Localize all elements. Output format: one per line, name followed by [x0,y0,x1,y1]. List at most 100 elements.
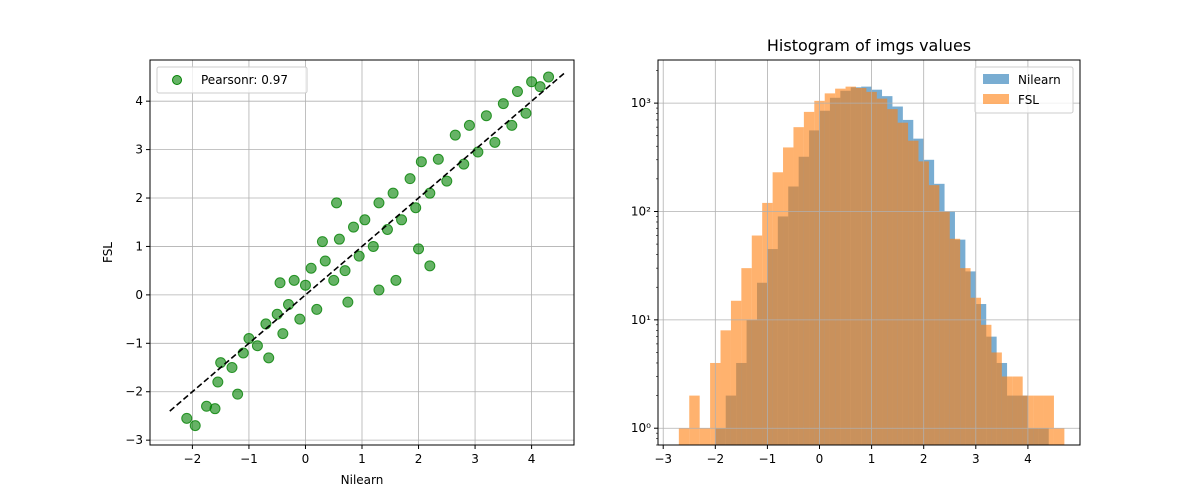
scatter-point [243,332,255,344]
histogram-bar [678,428,690,445]
scatter-point [237,347,249,359]
histogram-x-tick-label: 1 [868,452,876,466]
scatter-point [251,340,263,352]
scatter-point [342,296,354,308]
scatter-y-tick-label: 1 [135,239,143,253]
scatter-point [294,313,306,325]
histogram-x-tick-label: −2 [706,452,724,466]
histogram-legend-label-nilearn: Nilearn [1018,73,1061,87]
scatter-point [497,98,509,110]
histogram-bar [887,109,898,445]
scatter-point [381,223,393,235]
histogram-legend-patch-fsl [983,94,1009,104]
histogram-bar [981,324,992,445]
scatter-point [424,260,436,272]
histogram-bar [730,300,742,445]
scatter-point [543,71,555,83]
scatter-y-axis-label: FSL [101,242,115,263]
histogram-bar [928,185,940,446]
histogram-y-tick-label: 10⁰ [631,421,651,435]
histogram-bar [949,238,961,445]
scatter-point [212,376,224,388]
scatter-point [387,187,399,199]
scatter-point [311,303,323,315]
scatter-point [390,274,402,286]
histogram-y-tick-label: 10¹ [631,313,651,327]
histogram-bar [1012,376,1023,445]
histogram-bar [689,395,700,445]
histogram-bar [803,111,815,446]
scatter-x-tick-label: −1 [240,452,258,466]
scatter-points [181,71,555,432]
scatter-point [271,308,283,320]
scatter-x-tick-label: 1 [358,452,366,466]
scatter-point [226,362,238,374]
scatter-point [359,214,371,226]
scatter-point [353,250,365,262]
scatter-point [534,81,546,93]
scatter-point [283,299,295,311]
scatter-point [404,173,416,185]
scatter-point [458,158,470,170]
histogram-bar [845,86,856,445]
scatter-point [288,274,300,286]
scatter-x-ticks: −2 −1 0 1 2 3 4 [184,445,536,466]
scatter-point [441,175,453,187]
scatter-point [209,403,221,415]
scatter-point [181,412,193,424]
scatter-point [413,243,425,255]
scatter-point [373,197,385,209]
histogram-bar [751,235,763,445]
scatter-point [463,119,475,131]
scatter-point [511,85,523,97]
scatter-legend: Pearsonr: 0.97 [156,66,308,94]
histogram-x-tick-label: 3 [972,452,980,466]
histogram-y-tick-label: 10² [631,204,651,218]
scatter-x-tick-label: 4 [528,452,536,466]
scatter-point [274,277,286,289]
histogram-bar [699,428,711,445]
scatter-legend-label: Pearsonr: 0.97 [201,73,288,87]
scatter-point [489,136,501,148]
scatter-grid [150,60,574,445]
scatter-point [328,274,340,286]
scatter-point [189,420,201,432]
histogram-x-tick-label: 2 [920,452,928,466]
histogram-legend-patch-nilearn [983,74,1009,84]
histogram-bar [960,268,971,445]
scatter-point [410,202,422,214]
scatter-legend-marker [172,75,182,85]
scatter-point [277,328,289,340]
histogram-x-ticks: −3 −2 −1 0 1 2 3 4 [654,445,1032,466]
histogram-y-ticks: 10⁰ 10¹ 10² 10³ [631,70,658,446]
histogram-title: Histogram of imgs values [767,36,971,55]
scatter-point [348,221,360,233]
scatter-point [263,352,275,364]
histogram-bar [1043,395,1054,445]
scatter-point [415,156,427,168]
scatter-y-tick-label: −1 [125,336,143,350]
histogram-bar [783,147,794,445]
scatter-point [373,284,385,296]
scatter-point [339,265,351,277]
scatter-y-tick-label: −3 [125,433,143,447]
scatter-y-tick-label: 3 [135,143,143,157]
histogram-x-tick-label: −3 [654,452,672,466]
scatter-point [333,233,345,245]
histogram-bar [939,211,950,445]
scatter-point [305,262,317,274]
scatter-y-tick-label: 4 [135,94,143,108]
histogram-axes-frame [657,59,1081,446]
histogram-panel: Histogram of imgs values −3 −2 −1 0 1 2 3 4 10⁰… [631,36,1081,466]
histogram-bar [991,352,1002,445]
scatter-point [260,318,272,330]
scatter-x-tick-label: −2 [184,452,202,466]
scatter-x-tick-label: 2 [415,452,423,466]
histogram-bar [824,93,836,445]
histogram-bar [1001,376,1013,445]
histogram-bar [1033,395,1044,445]
scatter-x-tick-label: 0 [302,452,310,466]
scatter-point [215,357,227,369]
scatter-point [449,129,461,141]
histogram-x-tick-label: 0 [816,452,824,466]
